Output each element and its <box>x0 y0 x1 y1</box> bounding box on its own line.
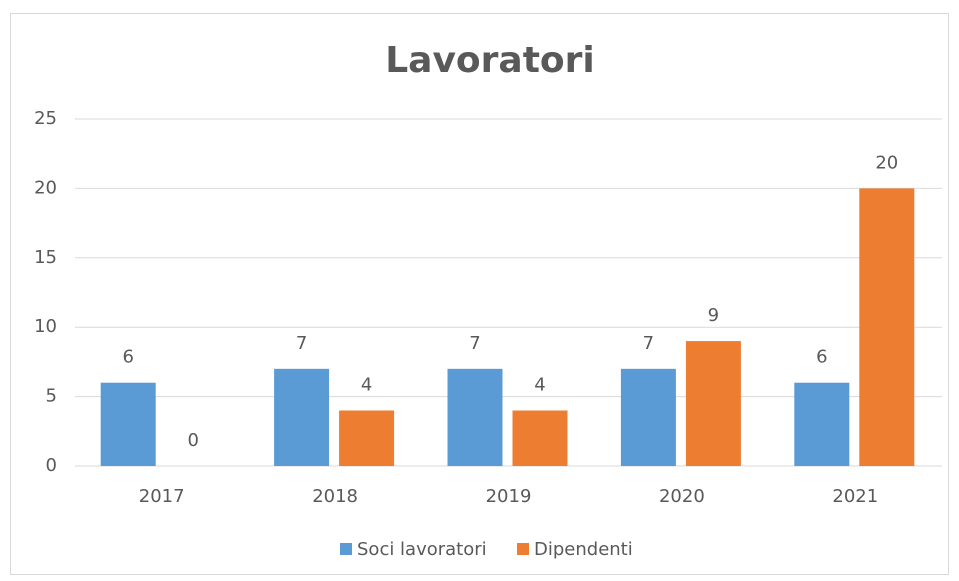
data-label: 4 <box>361 374 372 395</box>
data-label: 4 <box>534 374 545 395</box>
data-label: 0 <box>187 430 198 451</box>
data-label: 7 <box>643 333 654 354</box>
data-label: 7 <box>469 333 480 354</box>
chart-border <box>10 13 949 575</box>
bar <box>685 341 741 466</box>
bar <box>620 368 676 466</box>
x-tick-label: 2017 <box>139 486 185 507</box>
y-tick-label: 20 <box>34 177 57 198</box>
data-label: 7 <box>296 333 307 354</box>
y-tick-label: 10 <box>34 316 57 337</box>
chart-title: Lavoratori <box>385 40 595 81</box>
data-label: 6 <box>122 347 133 368</box>
x-tick-label: 2021 <box>832 486 878 507</box>
legend-swatch <box>340 543 352 555</box>
x-tick-label: 2019 <box>486 486 532 507</box>
y-tick-label: 25 <box>34 108 57 129</box>
bar <box>447 368 503 466</box>
bar <box>512 410 568 466</box>
bar <box>274 368 330 466</box>
legend-label: Dipendenti <box>534 539 633 560</box>
y-tick-label: 5 <box>46 386 57 407</box>
x-tick-label: 2018 <box>312 486 358 507</box>
legend-swatch <box>517 543 529 555</box>
y-tick-label: 15 <box>34 247 57 268</box>
bar <box>794 382 850 466</box>
y-tick-label: 0 <box>46 455 57 476</box>
bar <box>339 410 395 466</box>
legend-label: Soci lavoratori <box>357 539 487 560</box>
data-label: 6 <box>816 347 827 368</box>
bar <box>100 382 156 466</box>
data-label: 20 <box>875 152 898 173</box>
x-tick-label: 2020 <box>659 486 705 507</box>
data-label: 9 <box>708 305 719 326</box>
bar <box>859 188 915 466</box>
